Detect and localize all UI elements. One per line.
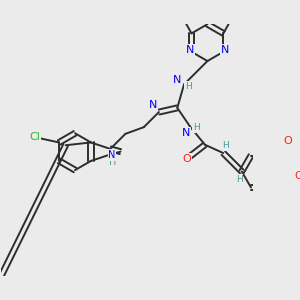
Text: O: O bbox=[284, 136, 292, 146]
Text: N: N bbox=[108, 150, 116, 160]
Text: N: N bbox=[173, 75, 182, 85]
Text: N: N bbox=[221, 45, 229, 55]
Text: H: H bbox=[223, 141, 229, 150]
Text: H: H bbox=[193, 124, 200, 133]
Text: N: N bbox=[182, 128, 190, 138]
Text: O: O bbox=[182, 154, 191, 164]
Text: N: N bbox=[186, 45, 194, 55]
Text: H: H bbox=[109, 157, 116, 167]
Text: Cl: Cl bbox=[29, 132, 40, 142]
Text: O: O bbox=[294, 171, 300, 181]
Text: H: H bbox=[185, 82, 192, 91]
Text: H: H bbox=[236, 175, 243, 184]
Text: N: N bbox=[149, 100, 157, 110]
